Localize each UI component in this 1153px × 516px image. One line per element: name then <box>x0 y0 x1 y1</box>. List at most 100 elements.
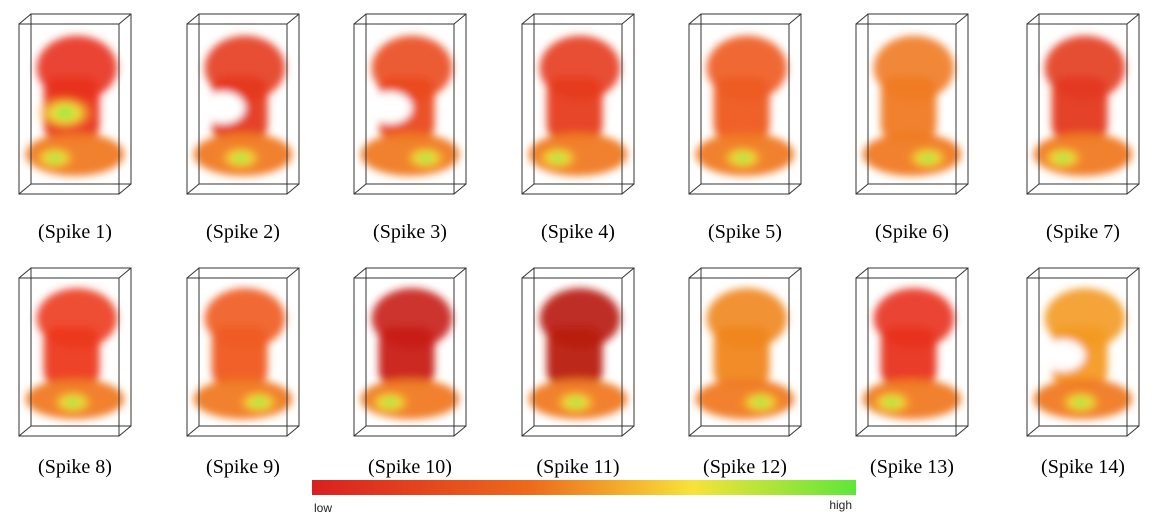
volume-blob <box>1052 77 1108 140</box>
box-edge <box>522 268 534 278</box>
box-edge <box>522 426 534 436</box>
box-edge <box>354 426 366 436</box>
box-edge <box>856 426 868 436</box>
volume-panel: (Spike 4) <box>522 14 634 243</box>
box-edge <box>354 268 366 278</box>
volume-blob <box>714 327 770 386</box>
volume-blob <box>44 327 100 386</box>
volume-blob <box>547 327 603 386</box>
box-edge <box>287 184 299 194</box>
panel-caption: (Spike 12) <box>703 456 787 478</box>
box-edge <box>1127 268 1139 278</box>
volume-render <box>194 36 293 176</box>
box-edge <box>354 14 366 24</box>
box-edge <box>956 184 968 194</box>
box-edge <box>454 184 466 194</box>
volume-panel: (Spike 13) <box>856 268 968 478</box>
box-edge <box>454 14 466 24</box>
box-edge <box>689 426 701 436</box>
box-edge <box>187 14 199 24</box>
box-edge <box>689 14 701 24</box>
panel-caption: (Spike 11) <box>536 456 619 478</box>
box-edge <box>622 14 634 24</box>
volume-panel: (Spike 12) <box>689 268 801 478</box>
volume-hotspot <box>1041 146 1085 170</box>
box-edge <box>119 14 131 24</box>
volume-render <box>361 36 460 176</box>
box-edge <box>187 268 199 278</box>
panel-caption: (Spike 6) <box>875 221 949 243</box>
volume-render <box>529 288 628 419</box>
volume-panel: (Spike 5) <box>689 14 801 243</box>
box-edge <box>187 426 199 436</box>
box-edge <box>19 184 31 194</box>
volume-render <box>1034 288 1133 419</box>
volume-hole <box>201 92 245 124</box>
colorbar <box>312 480 856 495</box>
volume-render <box>696 288 795 419</box>
volume-blob <box>547 77 603 140</box>
box-edge <box>856 184 868 194</box>
box-edge <box>19 14 31 24</box>
volume-render <box>26 36 125 176</box>
box-edge <box>1127 14 1139 24</box>
box-edge <box>789 184 801 194</box>
volume-panel: (Spike 1) <box>19 14 131 243</box>
panel-caption: (Spike 9) <box>206 456 280 478</box>
volume-hotspot <box>536 146 580 170</box>
volume-blob <box>212 327 268 386</box>
box-edge <box>622 184 634 194</box>
volume-panel: (Spike 14) <box>1027 268 1139 478</box>
panel-caption: (Spike 3) <box>373 221 447 243</box>
box-edge <box>1027 14 1039 24</box>
panel-caption: (Spike 14) <box>1041 456 1125 478</box>
box-edge <box>1127 184 1139 194</box>
box-edge <box>354 184 366 194</box>
box-edge <box>287 268 299 278</box>
panel-caption: (Spike 5) <box>708 221 782 243</box>
volume-hotspot <box>51 390 95 414</box>
box-edge <box>622 268 634 278</box>
volume-hotspot <box>870 390 914 414</box>
box-edge <box>689 184 701 194</box>
box-edge <box>1027 426 1039 436</box>
box-edge <box>689 268 701 278</box>
box-edge <box>789 426 801 436</box>
box-edge <box>119 426 131 436</box>
volume-hotspot <box>33 146 77 170</box>
box-edge <box>856 268 868 278</box>
panel-caption: (Spike 10) <box>368 456 452 478</box>
page: low high (Spike 1)(Spike 2)(Spike 3)(Spi… <box>0 0 1153 516</box>
volume-hotspot <box>35 95 95 131</box>
box-edge <box>956 426 968 436</box>
volume-blob <box>714 77 770 140</box>
box-edge <box>522 184 534 194</box>
box-edge <box>956 268 968 278</box>
volume-hotspot <box>906 146 950 170</box>
box-edge <box>119 268 131 278</box>
volume-panel: (Spike 6) <box>856 14 968 243</box>
volume-render <box>361 288 460 419</box>
volume-panel: (Spike 2) <box>187 14 299 243</box>
volume-panel: (Spike 10) <box>354 268 466 478</box>
box-edge <box>856 14 868 24</box>
box-edge <box>522 14 534 24</box>
panel-caption: (Spike 13) <box>870 456 954 478</box>
volume-panel: (Spike 3) <box>354 14 466 243</box>
panel-caption: (Spike 4) <box>541 221 615 243</box>
volume-hotspot <box>368 390 412 414</box>
volume-render <box>863 36 962 176</box>
volume-panel: (Spike 9) <box>187 268 299 478</box>
volume-render <box>26 288 125 419</box>
box-edge <box>789 14 801 24</box>
volume-blob <box>881 77 937 140</box>
box-edge <box>1027 184 1039 194</box>
volume-hotspot <box>721 146 765 170</box>
box-edge <box>454 426 466 436</box>
box-edge <box>454 268 466 278</box>
volume-render <box>194 288 293 419</box>
volume-blob <box>881 327 937 386</box>
volume-panel: (Spike 11) <box>522 268 634 478</box>
panel-caption: (Spike 8) <box>38 456 112 478</box>
box-edge <box>789 268 801 278</box>
